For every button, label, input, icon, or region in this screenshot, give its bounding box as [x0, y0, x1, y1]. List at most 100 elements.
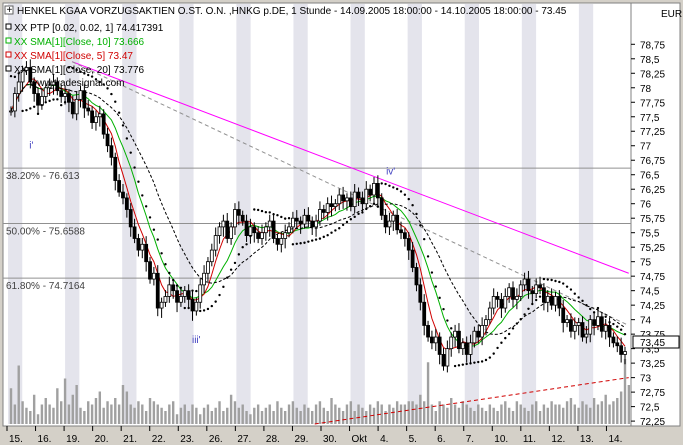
candle-body: [565, 319, 569, 323]
candle-body: [333, 203, 338, 208]
sar-dot: [226, 276, 229, 279]
sar-dot: [388, 184, 391, 187]
volume-bar: [338, 407, 341, 424]
sar-dot: [237, 253, 241, 256]
x-tick-label: 10.: [494, 434, 508, 445]
sar-dot: [67, 66, 71, 69]
candle-body: [569, 319, 573, 332]
sar-dot: [612, 322, 615, 326]
sar-dot: [380, 182, 383, 185]
candle-body: [422, 301, 427, 326]
candle-body: [476, 330, 481, 338]
candle-body: [287, 226, 291, 234]
volume-bar: [380, 404, 383, 424]
sar-dot: [438, 296, 441, 300]
x-tick-label: 5.: [409, 434, 417, 445]
x-tick-label: Okt: [352, 434, 368, 445]
sar-dot: [287, 217, 291, 220]
sar-dot: [565, 285, 569, 288]
volume-bar: [280, 407, 283, 424]
candle-body: [113, 156, 118, 181]
sar-dot: [546, 278, 549, 281]
day-band: [236, 4, 251, 424]
candle-body: [117, 180, 122, 193]
sar-dot: [384, 182, 387, 186]
sar-dot: [322, 235, 325, 239]
sar-dot: [125, 137, 129, 140]
volume-bar: [534, 401, 538, 424]
volume-bar: [627, 385, 631, 424]
candle-body: [503, 296, 508, 309]
sar-dot: [480, 360, 484, 363]
x-tick-label: 26.: [209, 434, 223, 445]
candle-body: [121, 191, 125, 199]
legend-entry: XX SMA[1][Close, 5] 73.47: [14, 51, 133, 62]
volume-bar: [376, 401, 380, 424]
legend-swatch: [5, 51, 12, 58]
collapse-box-icon[interactable]: [4, 5, 14, 15]
volume-bar: [368, 404, 372, 424]
day-band: [407, 4, 422, 424]
candle-body: [151, 272, 156, 280]
candle-body: [460, 342, 465, 350]
candle-body: [97, 113, 102, 118]
candle-body: [491, 296, 496, 309]
candle-body: [433, 336, 438, 344]
volume-bar: [388, 404, 391, 424]
y-tick-label: 76,75: [640, 156, 665, 167]
sar-dot: [484, 358, 488, 362]
sar-dot: [558, 280, 561, 284]
volume-bar: [17, 365, 20, 424]
sar-dot: [550, 278, 553, 282]
volume-bar: [453, 404, 457, 424]
volume-bar: [29, 411, 32, 424]
volume-bar: [249, 414, 252, 424]
sar-dot: [365, 207, 368, 211]
volume-bar: [523, 407, 526, 424]
candle-body: [240, 214, 245, 222]
fib-level-label: 38.20% - 76.613: [6, 171, 80, 182]
candle-body: [36, 93, 40, 106]
day-band: [293, 4, 308, 424]
sar-dot: [222, 285, 225, 289]
candle-body: [260, 232, 264, 239]
sar-dot: [260, 209, 264, 213]
volume-bar: [214, 407, 217, 424]
last-value-label: 73,45: [640, 338, 665, 349]
candle-body: [225, 220, 230, 239]
sar-dot: [500, 341, 503, 344]
sar-dot: [114, 100, 117, 103]
sar-dot: [79, 70, 82, 73]
volume-bar: [202, 407, 206, 424]
candle-body: [360, 197, 365, 205]
volume-bar: [98, 391, 102, 424]
sar-dot: [357, 212, 360, 216]
candle-body: [78, 90, 83, 100]
volume-bar: [137, 401, 140, 424]
volume-bar: [245, 411, 248, 424]
chart-header: + HENKEL KGAA VORZUGSAKTIEN O.ST. O.N. ,…: [4, 5, 682, 20]
sar-dot: [395, 187, 399, 191]
volume-bar: [164, 411, 167, 424]
volume-bar: [60, 401, 63, 424]
fibonacci-levels: 38.20% - 76.613 50.00% - 75.6588 61.80% - …: [3, 167, 631, 292]
volume-bar: [457, 407, 461, 424]
sar-dot: [581, 299, 584, 303]
volume-bar: [63, 378, 67, 424]
sar-dot: [36, 112, 40, 116]
candle-body: [47, 84, 52, 89]
candle-body: [372, 183, 376, 196]
legend-swatch: [5, 37, 12, 44]
volume-bar: [13, 404, 17, 424]
x-tick-label: 16.: [38, 434, 52, 445]
candle-body: [561, 307, 566, 323]
sar-dot: [596, 306, 600, 310]
volume-bar: [129, 404, 132, 424]
y-tick-label: 74: [640, 316, 652, 327]
volume-bar: [83, 411, 86, 424]
volume-bar: [148, 398, 152, 424]
sar-dot: [299, 242, 302, 245]
sar-dot: [488, 356, 492, 359]
sar-dot: [229, 268, 233, 271]
candle-body: [221, 220, 226, 228]
